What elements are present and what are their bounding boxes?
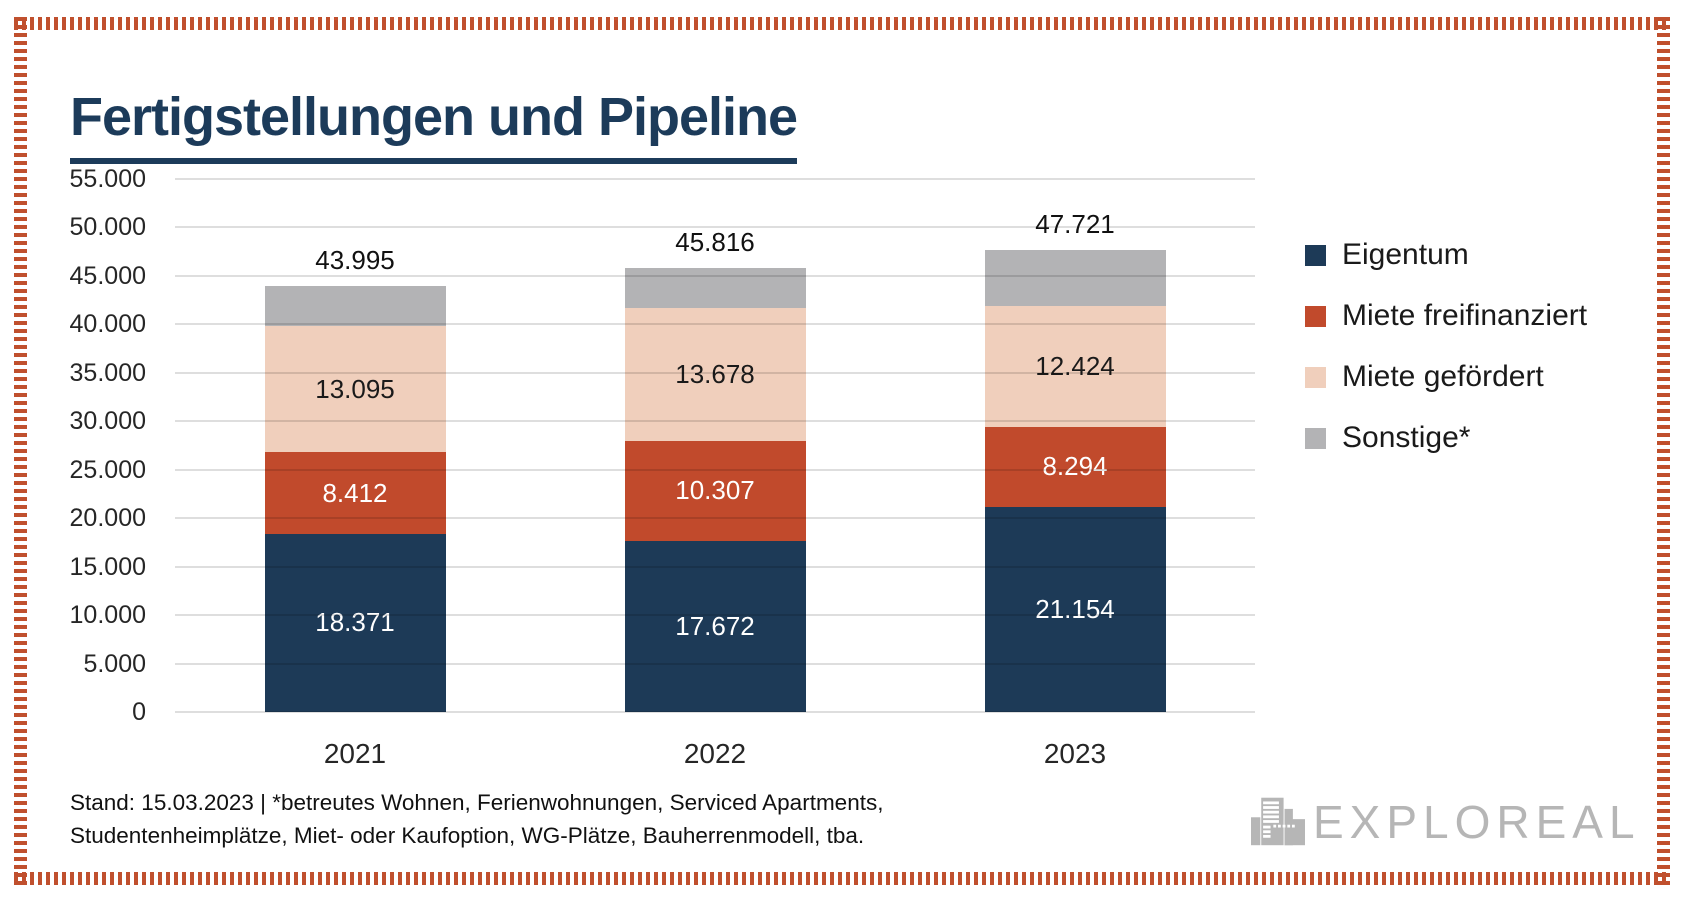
gridline bbox=[175, 226, 1255, 229]
y-axis-tick-label: 15.000 bbox=[69, 552, 146, 581]
exploreal-logo: EXPLOREAL bbox=[1251, 793, 1641, 849]
bar-segment-sonstige bbox=[984, 249, 1166, 307]
logo-wordmark: EXPLOREAL bbox=[1313, 796, 1641, 848]
x-axis-category-label: 2022 bbox=[683, 738, 747, 769]
legend-color-swatch bbox=[1305, 305, 1326, 327]
buildings-icon bbox=[1251, 797, 1305, 846]
y-axis-tick-label: 35.000 bbox=[69, 358, 146, 387]
y-axis-tick-label: 45.000 bbox=[69, 261, 146, 290]
bar-segment-eigentum: 17.672 bbox=[624, 540, 806, 712]
gridline bbox=[175, 420, 1255, 423]
bar-total-value: 43.995 bbox=[315, 244, 395, 275]
bar-segment-eigentum: 18.371 bbox=[264, 533, 446, 712]
gridline bbox=[175, 178, 1255, 180]
footnote: Stand: 15.03.2023 | *betreutes Wohnen, F… bbox=[70, 786, 883, 852]
legend-item: Miete gefördert bbox=[1305, 359, 1544, 395]
bar-segment-value: 21.154 bbox=[1035, 594, 1115, 624]
bar-segment-miete-gef-rdert: 12.424 bbox=[984, 306, 1166, 427]
gridline bbox=[175, 662, 1255, 665]
bar-segment-value: 13.095 bbox=[315, 373, 395, 404]
legend-color-swatch bbox=[1305, 244, 1326, 266]
x-axis-category-label: 2023 bbox=[1043, 738, 1107, 769]
chart-title: Fertigstellungen und Pipeline bbox=[70, 86, 798, 165]
bar-segment-sonstige bbox=[264, 285, 446, 326]
legend-item-label: Eigentum bbox=[1342, 238, 1469, 271]
gridline bbox=[175, 614, 1255, 617]
bar-segment-miete-gef-rdert: 13.095 bbox=[264, 325, 446, 453]
bar-segment-miete-freifinanziert: 8.294 bbox=[984, 426, 1166, 507]
y-axis-tick-label: 0 bbox=[132, 698, 146, 726]
bar-segment-value: 17.672 bbox=[675, 610, 755, 641]
gridline bbox=[175, 468, 1255, 471]
bar-segment-value: 8.294 bbox=[1042, 451, 1108, 482]
y-axis-tick-label: 10.000 bbox=[69, 601, 146, 630]
stacked-bar-chart-plot-area: 18.371 8.412 13.095 43.995 2021 17.672 10.307 1… bbox=[175, 178, 1255, 769]
y-axis-tick-label: 20.000 bbox=[69, 504, 146, 533]
y-axis-tick-label: 50.000 bbox=[69, 213, 146, 242]
frame-border-bottom bbox=[14, 872, 1670, 885]
bar-segment-sonstige bbox=[624, 268, 806, 309]
bar-segment-miete-freifinanziert: 10.307 bbox=[624, 440, 806, 541]
bar-segment-value: 12.424 bbox=[1035, 350, 1115, 381]
footnote-line-2: Studentenheimplätze, Miet- oder Kaufopti… bbox=[70, 823, 865, 848]
y-axis-tick-label: 5.000 bbox=[83, 649, 146, 678]
bar-segment-miete-gef-rdert: 13.678 bbox=[624, 308, 806, 441]
gridline bbox=[175, 371, 1255, 374]
gridline bbox=[175, 517, 1255, 520]
gridline bbox=[175, 323, 1255, 326]
legend-color-swatch bbox=[1305, 427, 1326, 449]
legend-item-label: Miete gefördert bbox=[1342, 360, 1544, 393]
frame-border-left bbox=[14, 17, 27, 885]
y-axis-tick-label: 25.000 bbox=[69, 455, 146, 484]
bar-segment-miete-freifinanziert: 8.412 bbox=[264, 452, 446, 534]
legend-color-swatch bbox=[1305, 366, 1326, 388]
x-axis-category-label: 2021 bbox=[323, 738, 387, 769]
legend-item: Miete freifinanziert bbox=[1305, 298, 1587, 334]
y-axis-tick-label: 30.000 bbox=[69, 407, 146, 436]
frame-border-right bbox=[1657, 17, 1670, 885]
footnote-line-1: Stand: 15.03.2023 | *betreutes Wohnen, F… bbox=[70, 790, 884, 815]
bar-segment-value: 18.371 bbox=[315, 607, 395, 638]
bar-segment-value: 10.307 bbox=[675, 475, 755, 506]
legend-item: Sonstige* bbox=[1305, 420, 1470, 456]
legend-item-label: Sonstige* bbox=[1342, 421, 1471, 454]
gridline bbox=[175, 711, 1255, 713]
y-axis-tick-label: 40.000 bbox=[69, 310, 146, 339]
y-axis-tick-labels: 55.000 50.000 45.000 40.000 35.000 30.000 25.0… bbox=[40, 165, 146, 726]
bar-segment-value: 13.678 bbox=[675, 359, 755, 390]
frame-border-top bbox=[14, 17, 1670, 30]
y-axis-tick-label: 55.000 bbox=[69, 165, 146, 193]
bar-total-value: 47.721 bbox=[1035, 208, 1115, 239]
gridline bbox=[175, 565, 1255, 568]
legend-item-label: Miete freifinanziert bbox=[1342, 299, 1588, 332]
bar-total-value: 45.816 bbox=[675, 227, 755, 258]
gridline bbox=[175, 274, 1255, 277]
bar-segment-value: 8.412 bbox=[322, 477, 388, 508]
legend-item: Eigentum bbox=[1305, 237, 1469, 273]
bar-segment-eigentum: 21.154 bbox=[984, 507, 1166, 712]
